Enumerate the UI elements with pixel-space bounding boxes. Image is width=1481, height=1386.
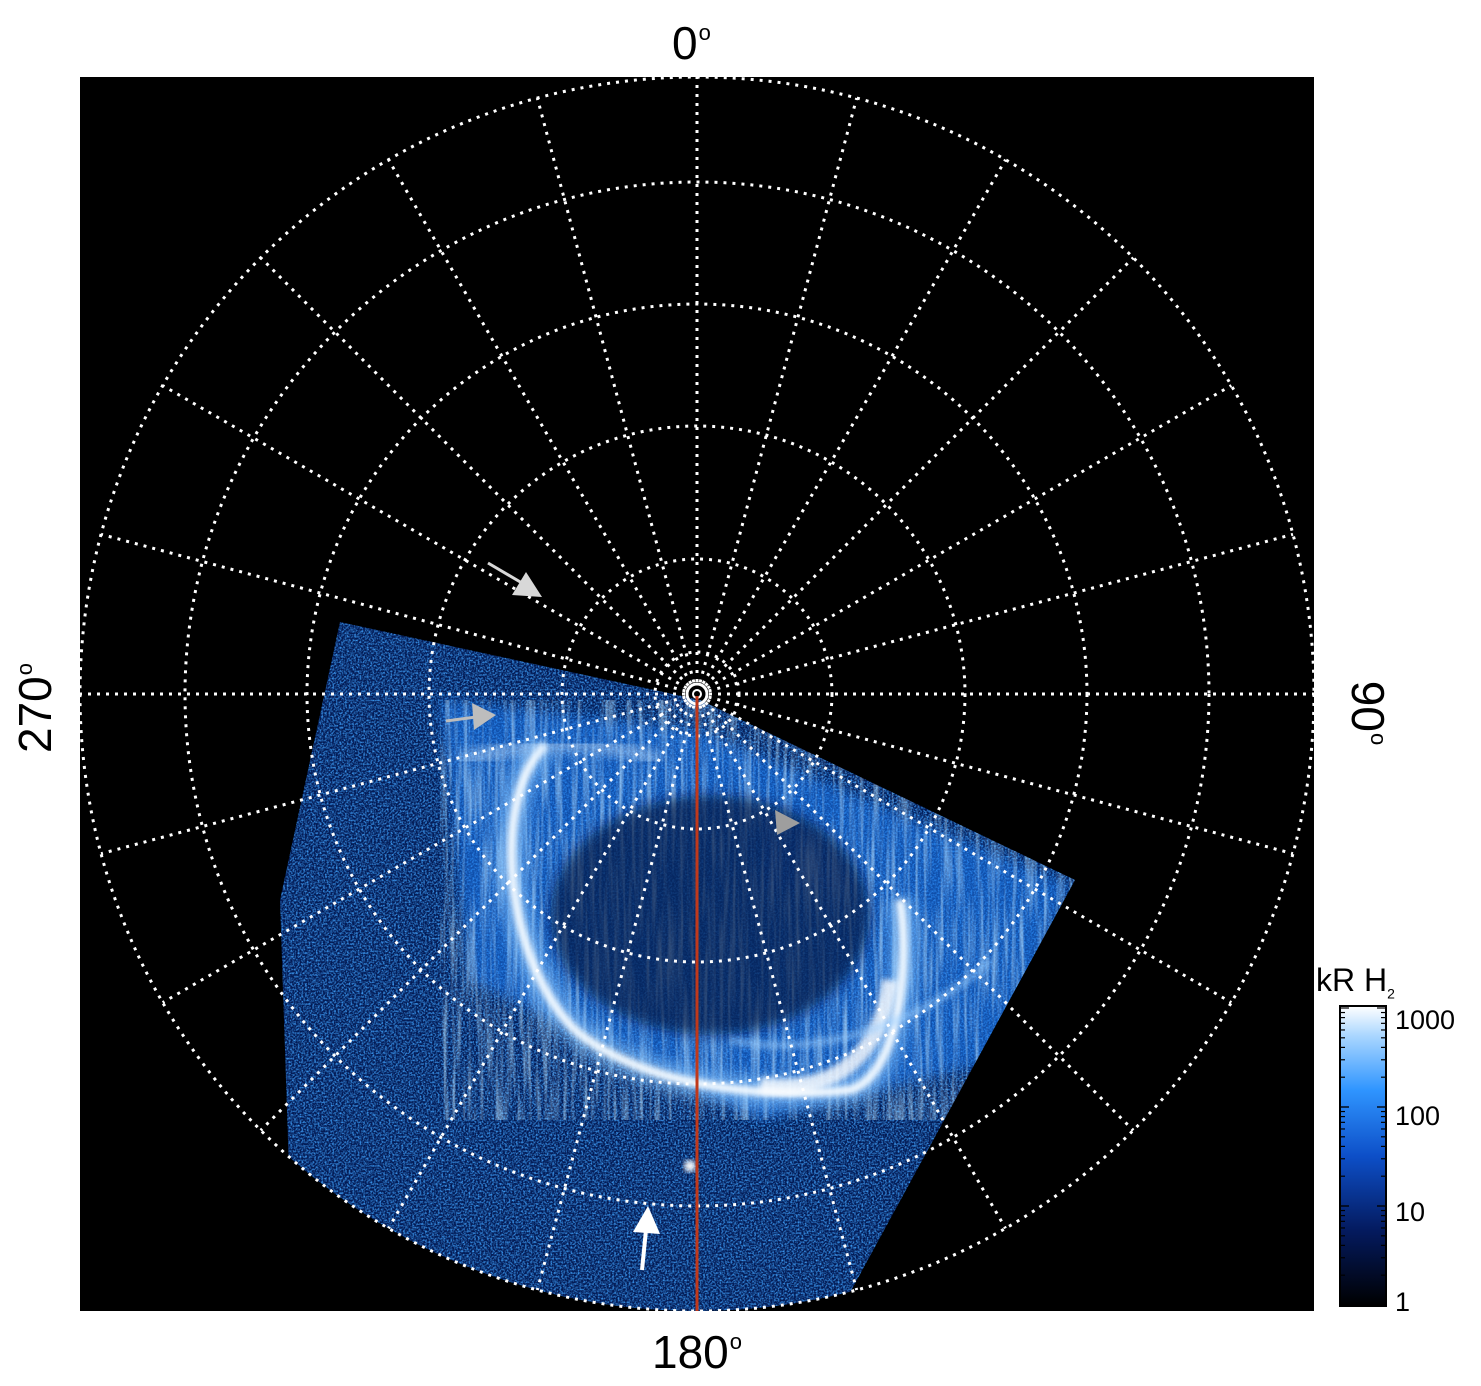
polar-grid [80,77,1314,1311]
grid-spoke [708,532,1294,693]
arrow-gray-right [775,810,800,835]
grid-spoke [698,705,859,1291]
grid-ring [560,557,834,831]
colorbar [1339,1005,1387,1307]
grid-spoke [698,97,859,683]
grid-spoke [706,698,1233,1004]
colorbar-tick-1000: 1000 [1395,1005,1456,1035]
grid-ring [427,424,967,964]
label-270-deg: 270o [9,663,61,753]
grid-spoke [161,698,688,1004]
grid-spoke [535,97,696,683]
label-90-deg: 90o [1342,680,1394,746]
colorbar-tick-100: 100 [1395,1101,1441,1131]
label-0-deg: 0o [672,17,711,69]
grid-spoke [701,158,1007,685]
grid-spoke [100,532,686,693]
grid-spoke [161,384,688,690]
grid-spoke [100,695,686,856]
grid-ring [183,180,1211,1208]
colorbar-title: kR H2 [1316,962,1395,1002]
grid-spoke [259,701,690,1132]
grid-spoke [708,695,1294,856]
grid-spoke [704,701,1135,1132]
arrow-white-upper [487,561,542,597]
label-180-deg: 180o [652,1326,742,1378]
grid-spoke [535,705,696,1291]
grid-spoke [387,703,693,1230]
grid-spoke [704,256,1135,687]
colorbar-tick-1: 1 [1395,1287,1411,1317]
grid-spoke [706,384,1233,690]
grid-spoke [701,703,1007,1230]
grid-spoke [387,158,693,685]
colorbar-tick-10: 10 [1395,1197,1426,1227]
grid-spoke [259,256,690,687]
arrow-gray-left [445,703,496,730]
arrow-white-bottom [633,1206,660,1271]
